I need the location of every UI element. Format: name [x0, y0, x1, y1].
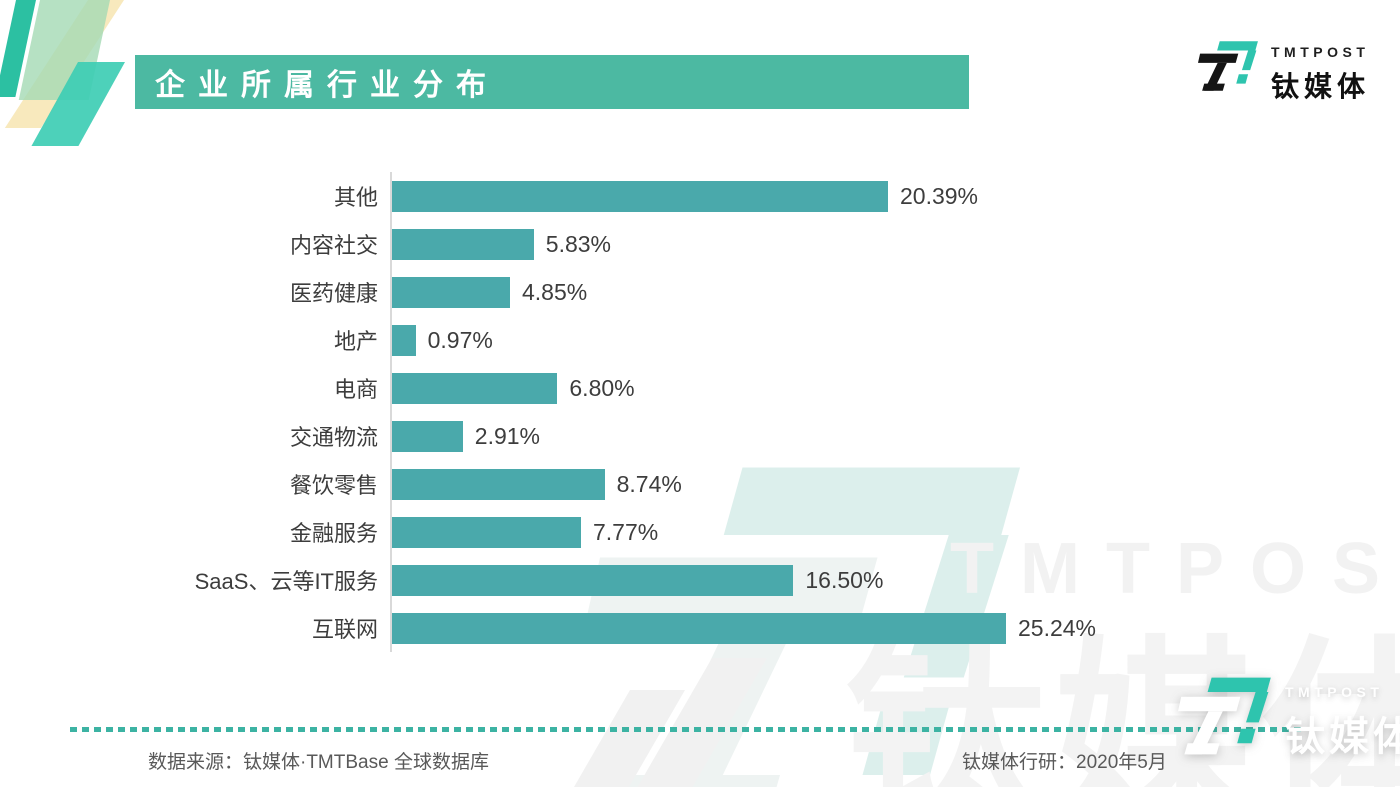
- category-label: 金融服务: [289, 521, 378, 546]
- chart-row: 电商 6.80%: [180, 364, 1300, 412]
- category-label: 内容社交: [289, 233, 378, 258]
- value-label: 8.74%: [616, 470, 682, 497]
- data-source-note: 数据来源：钛媒体·TMTBase 全球数据库: [148, 752, 489, 773]
- tmtpost-logo-icon: [1198, 36, 1260, 96]
- category-label: SaaS、云等IT服务: [194, 569, 378, 594]
- category-label: 互联网: [311, 617, 378, 642]
- plot-area: 0.97%: [390, 316, 1300, 364]
- chart-row: 金融服务 7.77%: [180, 508, 1300, 556]
- chart-row: 医药健康 4.85%: [180, 268, 1300, 316]
- bar: [392, 180, 888, 212]
- chart-row: 餐饮零售 8.74%: [180, 460, 1300, 508]
- brand-name-en: TMTPOST: [1271, 44, 1370, 60]
- value-label: 20.39%: [900, 182, 979, 209]
- value-label: 5.83%: [545, 230, 612, 257]
- bar-chart: 其他 20.39% 内容社交 5.83% 医药健康 4.85% 地产 0.97%…: [180, 172, 1300, 652]
- chart-row: 互联网 25.24%: [180, 604, 1300, 652]
- category-label: 餐饮零售: [289, 473, 378, 498]
- chart-row: 其他 20.39%: [180, 172, 1300, 220]
- value-label: 0.97%: [427, 326, 493, 353]
- plot-area: 5.83%: [390, 220, 1300, 268]
- value-label: 7.77%: [593, 518, 659, 545]
- watermark-stripe: [573, 690, 685, 787]
- category-label: 交通物流: [289, 425, 378, 450]
- bar: [392, 372, 558, 404]
- bar: [392, 468, 605, 500]
- category-label: 其他: [333, 185, 378, 210]
- plot-area: 25.24%: [390, 604, 1300, 652]
- value-label: 16.50%: [805, 566, 884, 593]
- plot-area: 16.50%: [390, 556, 1300, 604]
- bar: [392, 228, 534, 260]
- plot-area: 2.91%: [390, 412, 1300, 460]
- value-label: 4.85%: [522, 278, 588, 305]
- value-label: 6.80%: [569, 374, 635, 401]
- bar: [392, 420, 463, 452]
- plot-area: 4.85%: [390, 268, 1300, 316]
- page-title: 企业所属行业分布: [155, 69, 499, 102]
- value-label: 2.91%: [474, 422, 541, 449]
- brand-name-cn: 钛媒体: [1285, 715, 1400, 759]
- plot-area: 7.77%: [390, 508, 1300, 556]
- brand-name-cn: 钛媒体: [1271, 71, 1371, 102]
- category-label: 电商: [333, 377, 378, 402]
- bar: [392, 612, 1006, 644]
- chart-row: SaaS、云等IT服务 16.50%: [180, 556, 1300, 604]
- brand-name-en: TMTPOST: [1285, 684, 1384, 700]
- footer-dotted-divider: [70, 727, 1305, 732]
- bar: [392, 516, 581, 548]
- chart-row: 地产 0.97%: [180, 316, 1300, 364]
- chart-row: 内容社交 5.83%: [180, 220, 1300, 268]
- value-label: 25.24%: [1018, 614, 1097, 641]
- tmtpost-logo-footer: TMTPOST 钛媒体: [1178, 674, 1400, 762]
- bar: [392, 324, 416, 356]
- bar: [392, 276, 510, 308]
- plot-area: 8.74%: [390, 460, 1300, 508]
- tmtpost-logo-icon: [1178, 674, 1274, 758]
- plot-area: 20.39%: [390, 172, 1300, 220]
- category-label: 医药健康: [289, 281, 378, 306]
- category-label: 地产: [333, 329, 378, 354]
- research-date-note: 钛媒体行研：2020年5月: [962, 752, 1167, 773]
- bar: [392, 564, 794, 596]
- watermark-stripe: [637, 658, 767, 787]
- plot-area: 6.80%: [390, 364, 1300, 412]
- tmtpost-logo-header: TMTPOST 钛媒体: [1198, 36, 1370, 105]
- chart-row: 交通物流 2.91%: [180, 412, 1300, 460]
- page-title-banner: 企业所属行业分布: [135, 55, 969, 109]
